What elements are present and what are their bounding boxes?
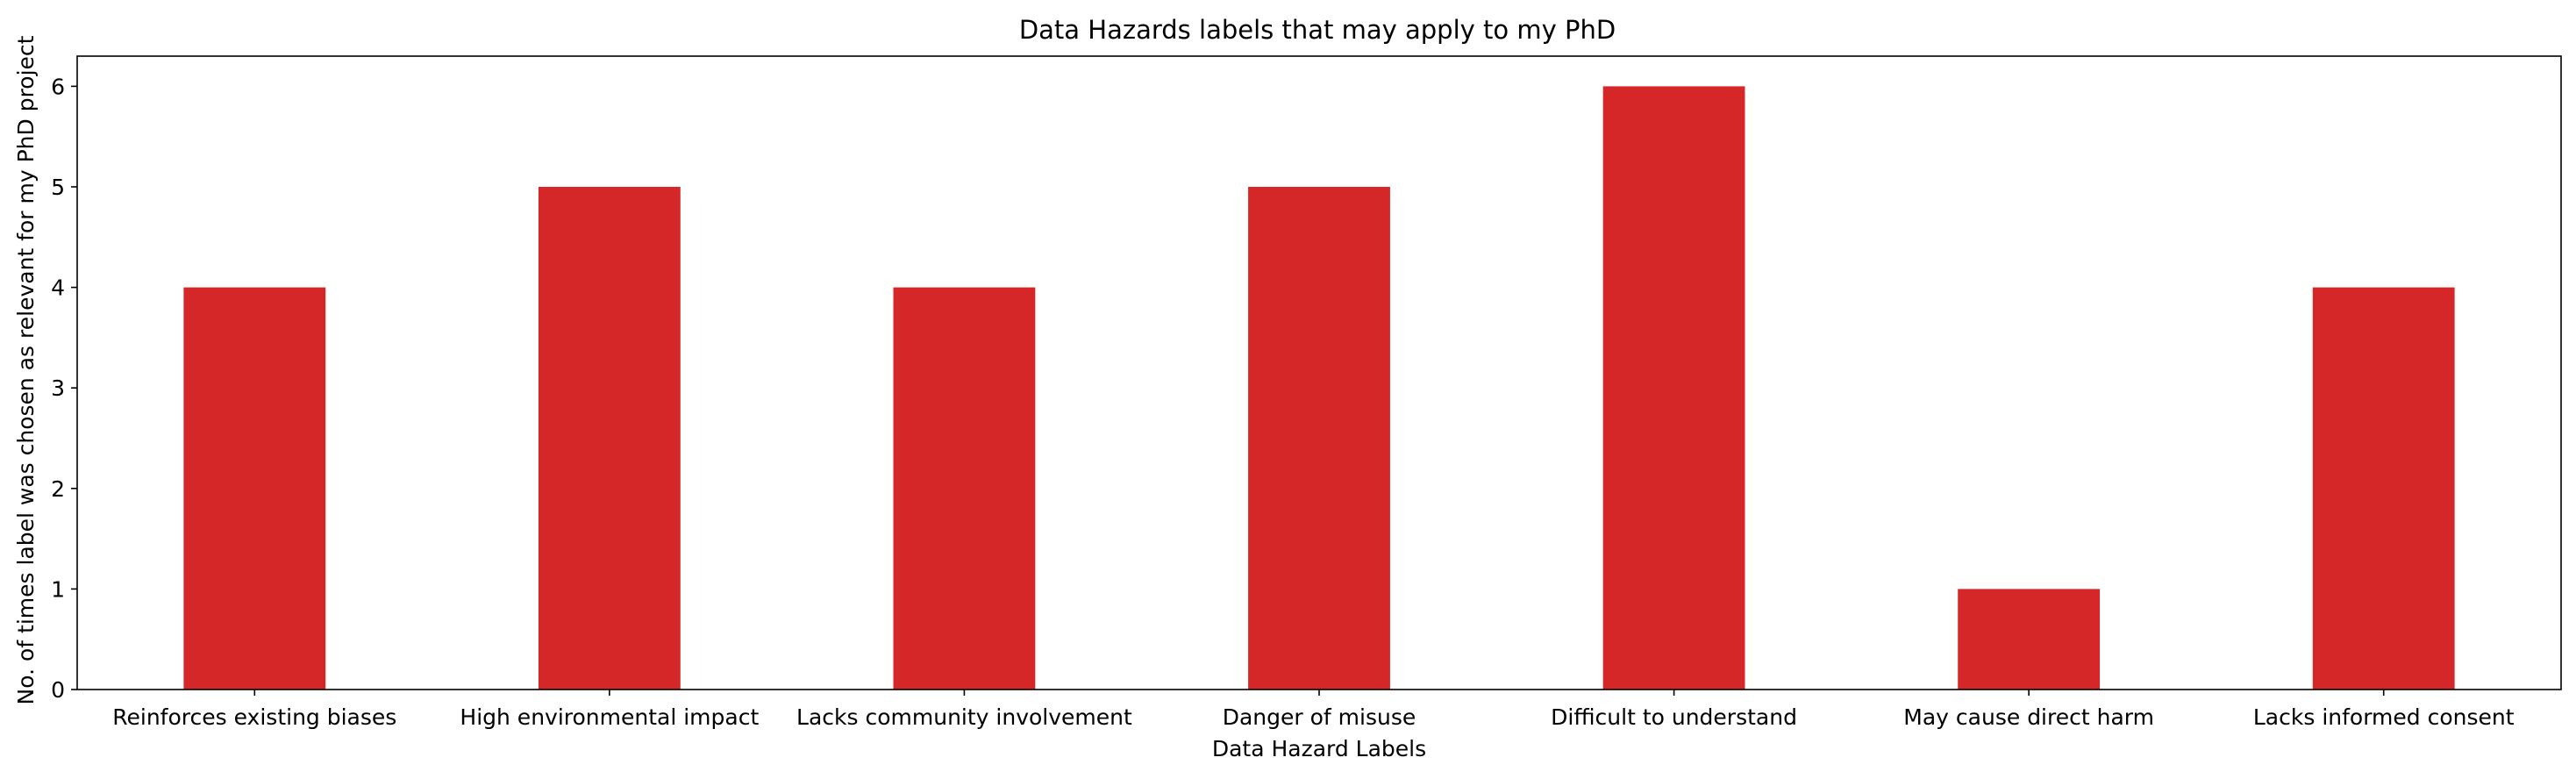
y-tick-label: 6: [51, 74, 65, 99]
y-tick-label: 4: [51, 275, 65, 301]
y-axis-ticks: 0 1 2 3 4 5 6: [51, 74, 77, 703]
bar-4: [1602, 86, 1745, 690]
x-tick-label: High environmental impact: [460, 704, 759, 730]
y-tick-label: 0: [51, 677, 65, 703]
y-tick-label: 1: [51, 576, 65, 602]
bar-1: [538, 186, 681, 690]
chart-title: Data Hazards labels that may apply to my…: [1019, 15, 1616, 45]
x-tick-label: Difficult to understand: [1551, 704, 1797, 730]
x-tick-label: May cause direct harm: [1903, 704, 2154, 730]
y-axis-label: No. of times label was chosen as relevan…: [13, 35, 39, 704]
x-tick-label: Reinforces existing biases: [112, 704, 396, 730]
y-tick-label: 2: [51, 476, 65, 502]
bar-2: [893, 287, 1036, 690]
y-tick-label: 3: [51, 375, 65, 401]
y-tick-label: 5: [51, 175, 65, 200]
bar-0: [183, 287, 326, 690]
bar-6: [2312, 287, 2455, 690]
plot-area: [76, 55, 2562, 690]
x-axis-ticks: Reinforces existing biases High environme…: [112, 690, 2515, 730]
bar-5: [1958, 589, 2101, 690]
x-tick-label: Danger of misuse: [1223, 704, 1416, 730]
bar-3: [1248, 186, 1390, 690]
x-tick-label: Lacks community involvement: [796, 704, 1132, 730]
x-axis-label: Data Hazard Labels: [1212, 736, 1426, 761]
x-tick-label: Lacks informed consent: [2253, 704, 2515, 730]
